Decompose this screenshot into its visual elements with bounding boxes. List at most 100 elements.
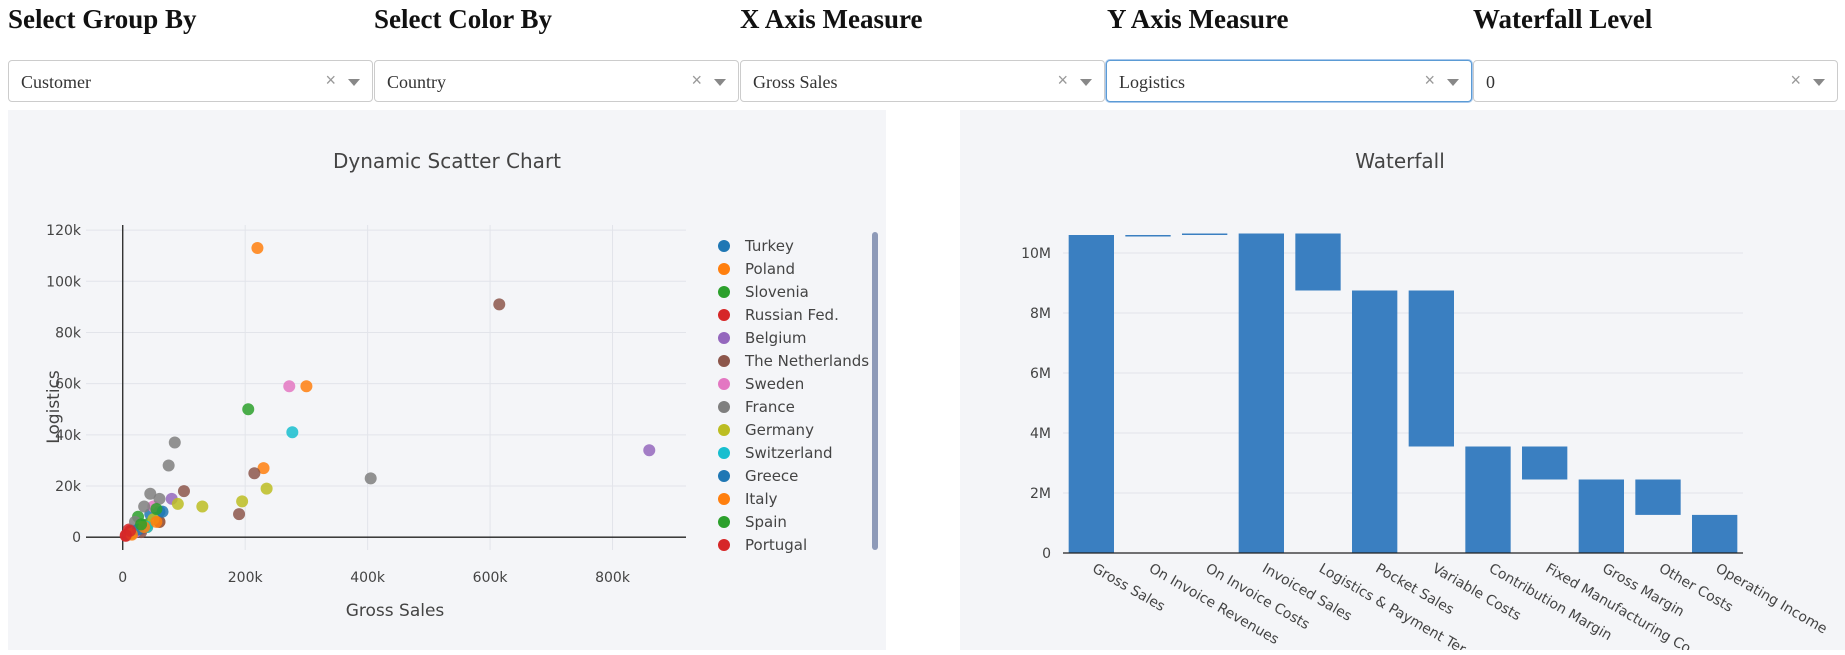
legend-item-label[interactable]: Italy [745, 490, 778, 508]
scatter-point[interactable] [196, 500, 209, 513]
legend-item-label[interactable]: Sweden [745, 375, 804, 393]
legend-item-label[interactable]: Slovenia [745, 283, 809, 301]
clear-icon[interactable]: × [1057, 70, 1068, 90]
waterfall-bar[interactable] [1238, 233, 1284, 554]
legend-marker[interactable] [718, 263, 730, 275]
scatter-point[interactable] [300, 380, 313, 393]
waterfall-bar[interactable] [1182, 233, 1228, 236]
x-axis-measure-title: X Axis Measure [740, 4, 923, 34]
scatter-point[interactable] [168, 436, 181, 449]
waterfall-bar[interactable] [1068, 235, 1114, 553]
scatter-point[interactable] [364, 472, 377, 485]
legend-item-label[interactable]: Spain [745, 513, 787, 531]
legend-item-label[interactable]: Poland [745, 260, 795, 278]
scatter-point[interactable] [138, 500, 151, 513]
legend-item-label[interactable]: France [745, 398, 795, 416]
legend-item-label[interactable]: Turkey [744, 237, 794, 255]
scatter-point[interactable] [283, 380, 296, 393]
x-axis-measure-dropdown[interactable]: Gross Sales × [740, 60, 1105, 102]
waterfall-y-tick-label: 0 [1042, 546, 1051, 562]
scatter-point[interactable] [233, 508, 246, 521]
legend-marker[interactable] [718, 447, 730, 459]
waterfall-bar[interactable] [1408, 290, 1454, 447]
waterfall-bar[interactable] [1692, 514, 1738, 553]
color-by-dropdown[interactable]: Country × [374, 60, 739, 102]
legend-item-label[interactable]: The Netherlands [744, 352, 869, 370]
scatter-point[interactable] [248, 467, 261, 480]
chevron-down-icon[interactable] [1813, 79, 1825, 86]
scatter-y-tick-label: 80k [55, 325, 82, 341]
chevron-down-icon[interactable] [348, 79, 360, 86]
legend-item-label[interactable]: Belgium [745, 329, 807, 347]
scatter-point[interactable] [643, 444, 656, 457]
legend-marker[interactable] [718, 539, 730, 551]
legend-item-label[interactable]: Switzerland [745, 444, 833, 462]
y-axis-measure-title: Y Axis Measure [1107, 4, 1289, 34]
waterfall-bar[interactable] [1635, 479, 1681, 515]
legend-scrollbar[interactable] [872, 232, 878, 550]
color-by-title: Select Color By [374, 4, 552, 34]
scatter-point[interactable] [257, 462, 270, 475]
color-by-value: Country [387, 72, 447, 92]
waterfall-bar[interactable] [1125, 235, 1171, 237]
scatter-y-axis-label: Logistics [44, 370, 64, 444]
legend-marker[interactable] [718, 516, 730, 528]
clear-icon[interactable]: × [1424, 70, 1435, 90]
waterfall-y-tick-label: 6M [1030, 366, 1051, 382]
waterfall-bar[interactable] [1465, 446, 1511, 554]
legend-item-label[interactable]: Russian Fed. [745, 306, 839, 324]
legend-marker[interactable] [718, 378, 730, 390]
legend-marker[interactable] [718, 332, 730, 344]
scatter-x-tick-label: 600k [473, 570, 509, 586]
legend-marker[interactable] [718, 401, 730, 413]
scatter-point[interactable] [153, 492, 166, 505]
waterfall-level-title: Waterfall Level [1473, 4, 1653, 34]
scatter-point[interactable] [135, 518, 148, 531]
x-axis-measure-value: Gross Sales [753, 72, 838, 92]
y-axis-measure-dropdown[interactable]: Logistics × [1106, 60, 1472, 102]
waterfall-y-tick-label: 10M [1021, 246, 1051, 262]
scatter-y-tick-label: 100k [46, 274, 82, 290]
legend-marker[interactable] [718, 470, 730, 482]
group-by-title: Select Group By [8, 4, 197, 34]
scatter-point[interactable] [171, 497, 184, 510]
scatter-point[interactable] [150, 515, 163, 528]
scatter-point[interactable] [177, 485, 190, 498]
scatter-point[interactable] [260, 482, 273, 495]
legend-marker[interactable] [718, 355, 730, 367]
scatter-point[interactable] [286, 426, 299, 439]
legend-item-label[interactable]: Germany [745, 421, 814, 439]
legend-marker[interactable] [718, 240, 730, 252]
clear-icon[interactable]: × [691, 70, 702, 90]
waterfall-level-dropdown[interactable]: 0 × [1473, 60, 1838, 102]
legend-item-label[interactable]: Greece [745, 467, 798, 485]
waterfall-bar[interactable] [1352, 290, 1398, 554]
chevron-down-icon[interactable] [714, 79, 726, 86]
scatter-point[interactable] [119, 529, 132, 542]
clear-icon[interactable]: × [325, 70, 336, 90]
scatter-point[interactable] [236, 495, 249, 508]
legend-item-label[interactable]: Portugal [745, 536, 807, 554]
legend-marker[interactable] [718, 286, 730, 298]
waterfall-bar[interactable] [1578, 479, 1624, 554]
scatter-point[interactable] [162, 459, 175, 472]
scatter-point[interactable] [144, 487, 157, 500]
scatter-point[interactable] [242, 403, 255, 416]
waterfall-chart-title: Waterfall [1355, 149, 1445, 173]
chevron-down-icon[interactable] [1447, 79, 1459, 86]
scatter-x-tick-label: 200k [228, 570, 264, 586]
waterfall-bar[interactable] [1295, 233, 1341, 291]
scatter-point[interactable] [251, 242, 264, 255]
scatter-chart[interactable]: Dynamic Scatter Chart 0 200k 400k 600k 800k 0… [8, 110, 886, 650]
clear-icon[interactable]: × [1790, 70, 1801, 90]
scatter-point[interactable] [150, 503, 163, 516]
group-by-value: Customer [21, 72, 91, 92]
chevron-down-icon[interactable] [1080, 79, 1092, 86]
waterfall-bar[interactable] [1522, 446, 1568, 480]
legend-marker[interactable] [718, 309, 730, 321]
legend-marker[interactable] [718, 424, 730, 436]
legend-marker[interactable] [718, 493, 730, 505]
scatter-point[interactable] [493, 298, 506, 311]
group-by-dropdown[interactable]: Customer × [8, 60, 373, 102]
